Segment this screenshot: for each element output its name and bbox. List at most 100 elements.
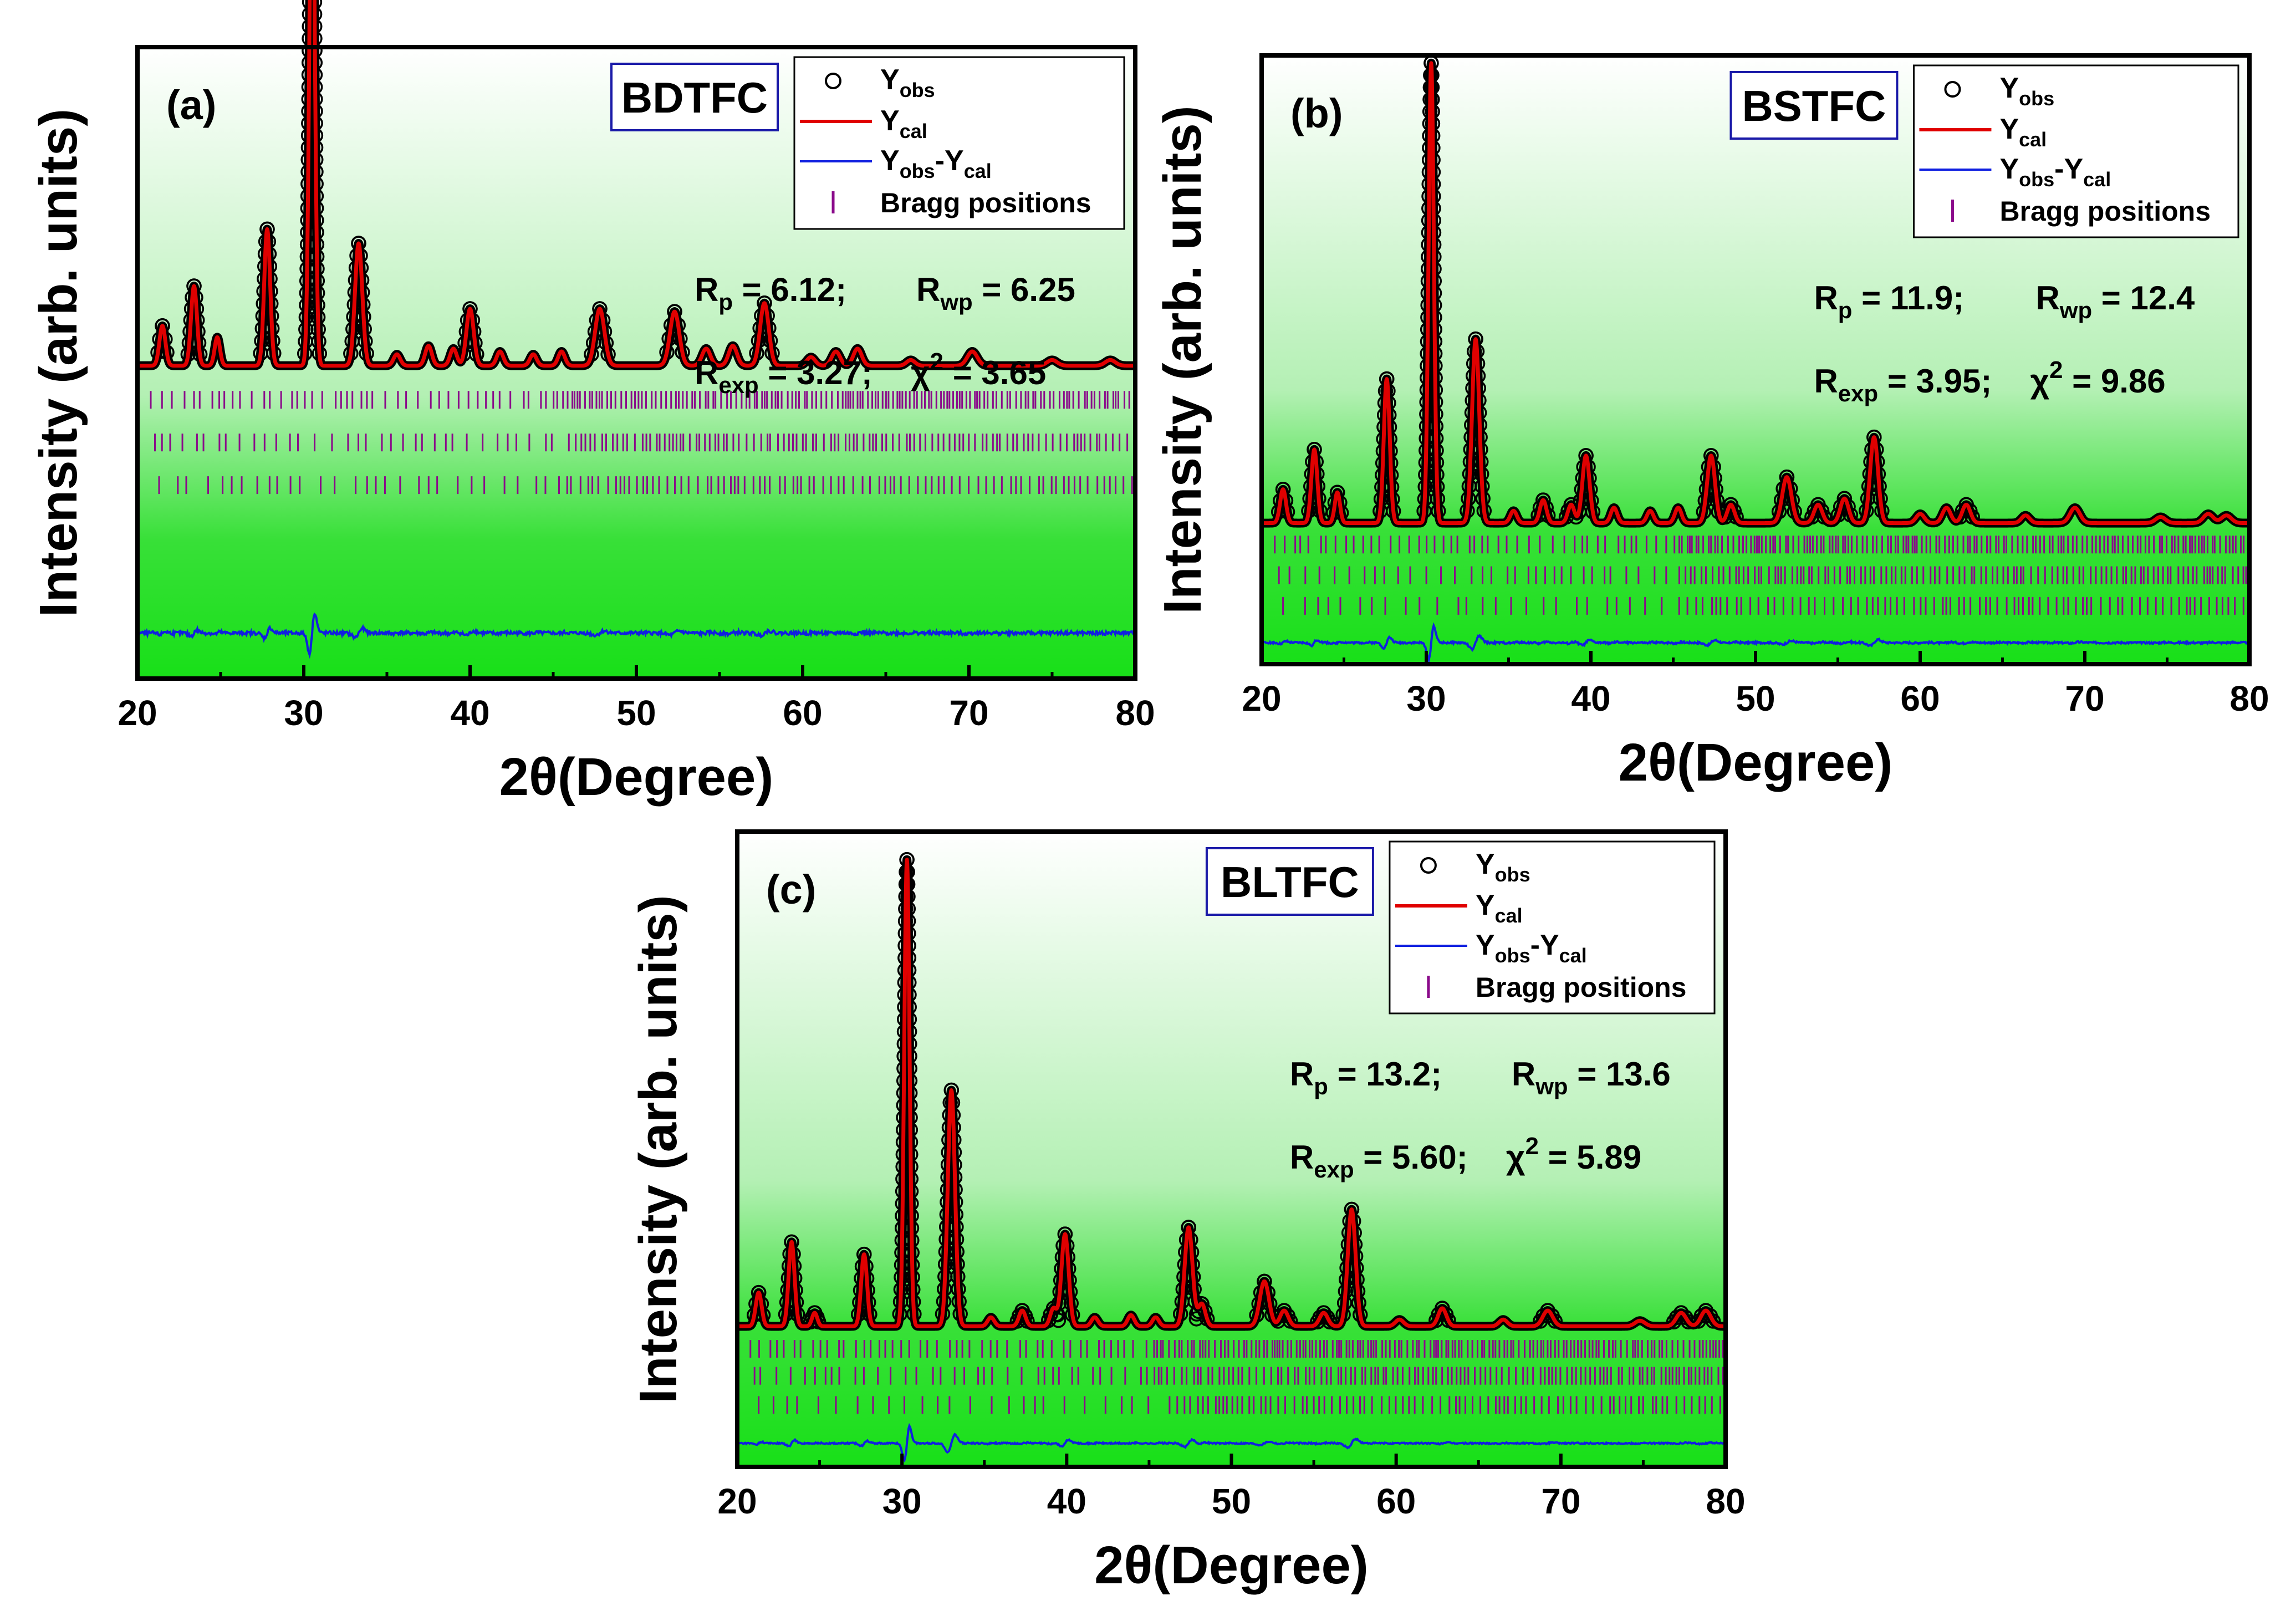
x-tick-label: 80 <box>1706 1481 1745 1521</box>
x-tick-label: 40 <box>1047 1481 1086 1521</box>
legend-box <box>793 56 1125 230</box>
legend-obs-label: Yobs <box>1476 848 1530 886</box>
stat-rexp: Rexp = 5.60; <box>1290 1139 1468 1182</box>
observed-point <box>1276 1303 1292 1318</box>
x-tick-label: 20 <box>1242 679 1281 718</box>
panel-bdtfc: 20 30 40 50 60 70 80 2θ(Degree) Intensity (arb. … <box>29 0 1155 807</box>
x-tick-label: 50 <box>616 693 656 733</box>
x-tick-label: 80 <box>2229 679 2269 718</box>
observed-point <box>1698 1303 1714 1318</box>
x-axis-title: 2θ(Degree) <box>1619 733 1893 792</box>
panel-label: (c) <box>766 866 816 913</box>
x-tick-label: 40 <box>1571 679 1610 718</box>
stat-rwp: Rwp = 6.25 <box>916 271 1075 315</box>
stat-rexp: Rexp = 3.27; <box>695 354 873 398</box>
fit-statistics: Rp = 11.9; Rwp = 12.4 Rexp = 3.95; χ2 = 9.8… <box>1814 279 2195 406</box>
x-tick-label: 60 <box>1376 1481 1416 1521</box>
x-tick-label: 60 <box>783 693 822 733</box>
stat-rp: Rp = 6.12; <box>695 271 846 315</box>
y-axis-title: Intensity (arb. units) <box>1153 105 1212 614</box>
legend-bragg-label: Bragg positions <box>1476 972 1687 1003</box>
legend-obs-symbol <box>1944 81 1961 98</box>
x-tick-label: 50 <box>1736 679 1775 718</box>
sample-box <box>1205 847 1374 916</box>
x-tick-label: 80 <box>1115 693 1155 733</box>
observed-point <box>1673 1305 1689 1321</box>
stat-chi-squared: χ2 = 5.89 <box>1506 1133 1641 1176</box>
sample-name: BLTFC <box>1221 858 1359 906</box>
observed-point <box>1540 1303 1555 1318</box>
legend-diff-label: Yobs-Ycal <box>1476 929 1587 967</box>
y-axis-title: Intensity (arb. units) <box>629 895 688 1403</box>
observed-point <box>1188 1311 1205 1327</box>
y-axis-title: Intensity (arb. units) <box>29 109 88 617</box>
fit-statistics: Rp = 6.12; Rwp = 6.25 Rexp = 3.27; χ2 = 3.6… <box>695 271 1075 398</box>
stat-rp: Rp = 13.2; <box>1290 1056 1442 1099</box>
panel-bstfc: 20 30 40 50 60 70 80 2θ(Degree) Intensity (arb. … <box>1153 53 2269 792</box>
legend-obs-label: Yobs <box>880 64 935 101</box>
observed-point <box>1810 497 1826 513</box>
legend-obs-label: Yobs <box>1999 72 2054 110</box>
x-axis-title: 2θ(Degree) <box>499 747 774 807</box>
calculated-line <box>736 858 1727 1328</box>
x-tick-label: 30 <box>1406 679 1446 718</box>
x-tick-label: 70 <box>1541 1481 1580 1521</box>
panel-label: (a) <box>166 82 216 128</box>
observed-point <box>667 304 682 319</box>
stat-rwp: Rwp = 12.4 <box>2035 279 2195 323</box>
observed-point <box>1257 1273 1272 1289</box>
stat-rexp: Rexp = 3.95; <box>1814 363 1992 406</box>
x-tick-label: 20 <box>717 1481 757 1521</box>
x-tick-label: 40 <box>450 693 489 733</box>
x-tick-label: 50 <box>1212 1481 1251 1521</box>
observed-point <box>757 295 772 311</box>
x-tick-label: 70 <box>2065 679 2104 718</box>
observed-point <box>1316 1305 1331 1321</box>
legend-bragg-label: Bragg positions <box>880 187 1091 218</box>
x-tick-label: 70 <box>949 693 988 733</box>
stat-chi-squared: χ2 = 9.86 <box>2030 356 2165 400</box>
observed-point <box>592 301 608 317</box>
difference-line <box>737 1423 1727 1463</box>
observed-point <box>1275 481 1291 497</box>
legend-cal-label: Ycal <box>1999 113 2047 151</box>
stat-rwp: Rwp = 13.6 <box>1512 1056 1671 1099</box>
sample-box <box>610 63 779 131</box>
observed-point <box>1702 1308 1718 1324</box>
sample-name: BDTFC <box>621 73 768 122</box>
observed-point <box>1535 492 1551 508</box>
legend-obs-symbol <box>1420 857 1437 874</box>
observed-point <box>1435 1301 1450 1316</box>
x-tick-label: 30 <box>284 693 323 733</box>
observed-point <box>1836 491 1853 507</box>
fit-statistics: Rp = 13.2; Rwp = 13.6 Rexp = 5.60; χ2 = 5.8… <box>1290 1056 1671 1182</box>
legend-diff-label: Yobs-Ycal <box>880 145 992 182</box>
observed-point <box>1693 1308 1710 1324</box>
legend-box <box>1389 840 1716 1015</box>
calculated-line <box>1260 61 2251 526</box>
legend-diff-label: Yobs-Ycal <box>1999 153 2111 191</box>
sample-name: BSTFC <box>1742 81 1886 130</box>
legend-cal-label: Ycal <box>880 105 927 142</box>
sample-box <box>1729 71 1899 140</box>
legend-obs-symbol <box>825 73 841 89</box>
legend-bragg-label: Bragg positions <box>1999 196 2211 227</box>
panel-label: (b) <box>1290 90 1343 136</box>
observed-point <box>1535 1308 1551 1324</box>
x-tick-label: 60 <box>1900 679 1940 718</box>
observed-point <box>807 1305 823 1321</box>
calculated-line <box>136 0 1137 368</box>
legend-box <box>1912 64 2239 238</box>
difference-line <box>136 612 1136 659</box>
stat-rp: Rp = 11.9; <box>1814 279 1964 323</box>
x-axis-title: 2θ(Degree) <box>1094 1536 1369 1595</box>
observed-point <box>1014 1303 1030 1318</box>
x-tick-label: 30 <box>882 1481 922 1521</box>
x-tick-label: 20 <box>118 693 157 733</box>
panel-bltfc: 20 30 40 50 60 70 80 2θ(Degree) Intensity (arb. … <box>629 829 1746 1595</box>
observed-point <box>1723 497 1739 513</box>
